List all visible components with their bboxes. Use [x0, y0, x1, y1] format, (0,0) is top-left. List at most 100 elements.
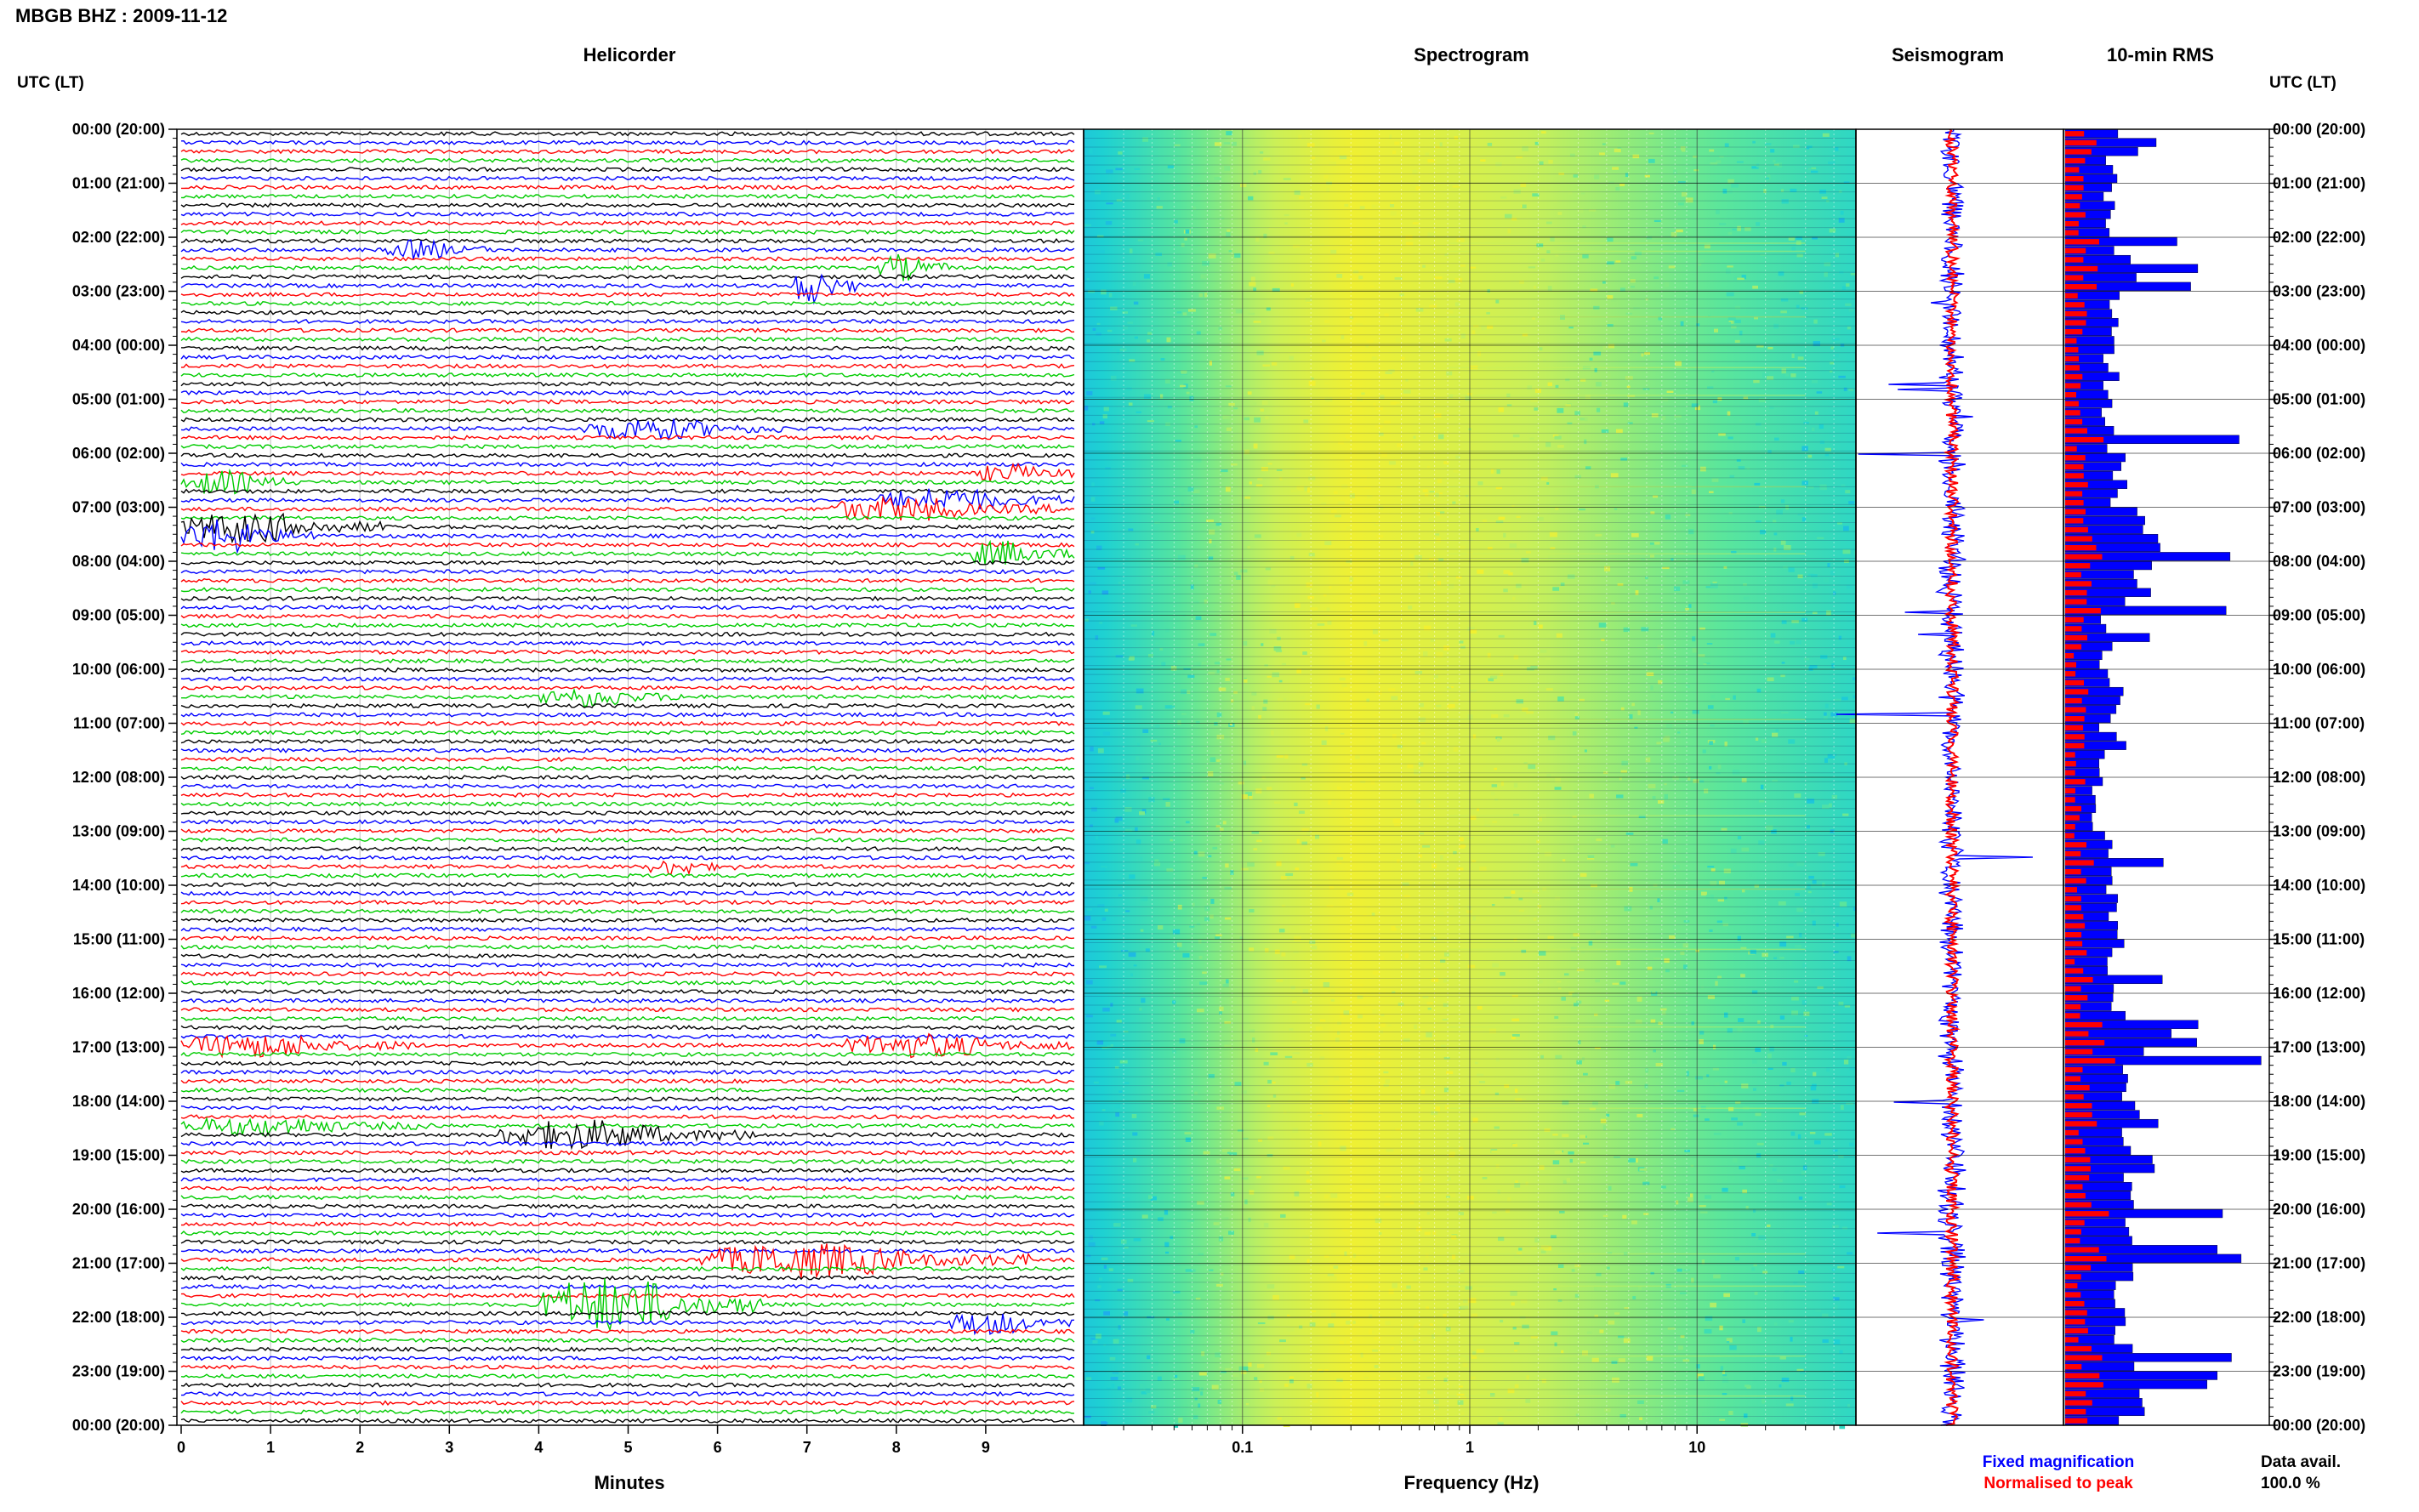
spectrogram-cell: [1503, 532, 1506, 538]
spectrogram-cell: [1273, 1005, 1278, 1009]
spectrogram-cell: [1595, 533, 1602, 537]
spectrogram-cell: [1737, 277, 1745, 281]
rms-bar-normalised: [2065, 328, 2083, 335]
spectrogram-cell: [1217, 821, 1222, 826]
left-hour-label: 22:00 (18:00): [72, 1309, 165, 1326]
right-hour-label: 16:00 (12:00): [2273, 985, 2365, 1002]
spectrogram-cell: [1452, 1384, 1456, 1389]
spectrogram-cell: [1357, 995, 1363, 999]
helicorder-trace: [180, 273, 1075, 305]
spectrogram-cell: [1179, 1038, 1186, 1043]
spectrogram-cell: [1301, 828, 1309, 832]
helicorder-trace: [180, 774, 1075, 781]
spectrogram-cell: [1416, 1226, 1422, 1231]
helicorder-trace: [180, 605, 1075, 611]
spectrogram-cell: [1814, 1140, 1821, 1145]
spectrogram-cell: [1372, 713, 1379, 717]
spectrogram-cell: [1487, 325, 1494, 329]
spectrogram-cell: [1324, 541, 1332, 546]
spectrogram-cell: [1185, 229, 1190, 234]
spectrogram-cell: [1491, 713, 1499, 718]
spectrogram-cell: [1323, 1254, 1329, 1258]
rms-bar-normalised: [2065, 230, 2079, 236]
spectrogram-cell: [1552, 1160, 1560, 1165]
spectrogram-cell: [1459, 837, 1464, 842]
spectrogram-cell: [1603, 771, 1608, 774]
right-hour-label: 15:00 (11:00): [2273, 931, 2365, 948]
spectrogram-cell: [1630, 279, 1636, 283]
spectrogram-cell: [1429, 304, 1437, 308]
spectrogram-cell: [1672, 865, 1680, 869]
spectrogram-cell: [1650, 511, 1655, 514]
spectrogram-cell: [1107, 329, 1113, 333]
rms-bar-normalised: [2065, 752, 2075, 758]
spectrogram-cell: [1832, 338, 1840, 341]
spectrogram-cell: [1103, 406, 1109, 412]
spectrogram-cell: [1443, 978, 1449, 983]
spectrogram-cell: [1631, 256, 1637, 260]
spectrogram-cell: [1496, 469, 1500, 475]
spectrogram-cell: [1756, 423, 1762, 426]
spectrogram-cell: [1218, 687, 1227, 691]
rms-bar-normalised: [2065, 697, 2082, 704]
spectrogram-cell: [1115, 655, 1124, 658]
spectrogram-cell: [1616, 429, 1623, 434]
spectrogram-cell: [1397, 859, 1400, 863]
spectrogram-cell: [1544, 768, 1547, 772]
spectrogram-cell: [1744, 596, 1750, 600]
left-hour-label: 20:00 (16:00): [72, 1201, 165, 1218]
helicorder-x-tick-label: 8: [892, 1439, 901, 1456]
spectrogram-cell: [1386, 550, 1394, 554]
helicorder-trace: [180, 881, 1075, 888]
spectrogram-cell: [1545, 442, 1551, 447]
spectrogram-cell: [1467, 714, 1473, 720]
spectrogram-cell: [1266, 307, 1271, 311]
rms-bar-normalised: [2065, 1345, 2092, 1352]
spectrogram-cell: [1302, 710, 1310, 713]
spectrogram-cell: [1233, 1168, 1241, 1172]
right-hour-label: 06:00 (02:00): [2273, 445, 2365, 462]
spectrogram-cell: [1727, 316, 1736, 321]
spectrogram-cell: [1113, 1223, 1121, 1227]
helicorder-trace: [180, 783, 1075, 789]
spectrogram-cell: [1102, 731, 1110, 736]
spectrogram-cell: [1822, 804, 1830, 810]
spectrogram-cell: [1727, 231, 1733, 236]
helicorder-trace: [180, 1194, 1075, 1201]
spectrogram-cell: [1579, 698, 1585, 702]
spectrogram-cell: [1104, 908, 1108, 912]
spectrogram-cell: [1752, 1059, 1758, 1064]
spectrogram-cell: [1754, 482, 1761, 486]
spectrogram-cell: [1266, 134, 1270, 139]
spectrogram-cell: [1220, 827, 1224, 831]
rms-bar-normalised: [2065, 500, 2084, 506]
spectrogram-cell: [1135, 543, 1139, 546]
spectrogram-cell: [1745, 1206, 1749, 1209]
spectrogram-cell: [1629, 713, 1633, 719]
spectrogram-cell: [1215, 1352, 1221, 1358]
spectrogram-cell: [1671, 711, 1674, 713]
spectrogram-cell: [1430, 639, 1436, 642]
spectrogram-cell: [1277, 1417, 1282, 1420]
spectrogram-cell: [1167, 406, 1172, 409]
spectrogram-cell: [1713, 1274, 1721, 1279]
helicorder-trace: [180, 149, 1075, 155]
spectrogram-cell: [1307, 596, 1315, 600]
spectrogram-cell: [1586, 1331, 1592, 1334]
spectrogram-cell: [1732, 228, 1737, 230]
spectrogram-cell: [1470, 266, 1476, 269]
spectrogram-cell: [1716, 772, 1721, 775]
helicorder-trace: [180, 1078, 1075, 1084]
spectrogram-cell: [1257, 478, 1263, 480]
spectrogram-cell: [1774, 640, 1780, 644]
spectrogram-cell: [1491, 784, 1498, 787]
spectrogram-cell: [1346, 1320, 1351, 1325]
helicorder-trace: [180, 658, 1075, 664]
helicorder-trace: [180, 211, 1075, 218]
spectrogram-cell: [1572, 816, 1577, 818]
spectrogram-cell: [1343, 1010, 1349, 1015]
rms-bar-normalised: [2065, 734, 2085, 740]
spectrogram-cell: [1491, 904, 1495, 907]
right-hour-label: 19:00 (15:00): [2273, 1147, 2365, 1164]
helicorder-trace: [180, 569, 1075, 575]
